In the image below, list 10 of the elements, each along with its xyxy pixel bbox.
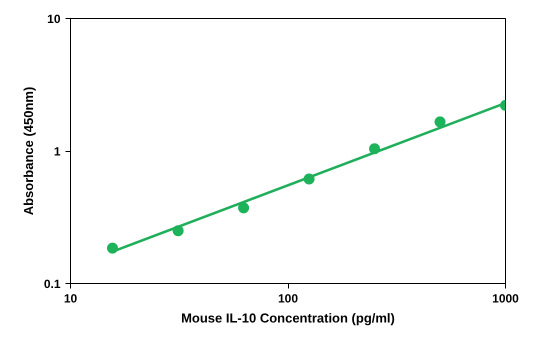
- point: [238, 202, 250, 214]
- x-tick-label: 10: [64, 292, 78, 306]
- x-axis-title: Mouse IL-10 Concentration (pg/ml): [181, 310, 395, 326]
- y-tick-label: 10: [47, 12, 61, 26]
- point: [434, 116, 446, 128]
- y-tick-label: 1: [54, 144, 61, 158]
- x-tick-label: 100: [278, 292, 298, 306]
- y-axis-title: Absorbance (450nm): [20, 86, 36, 216]
- y-tick-label: 0.1: [44, 277, 61, 291]
- x-tick-label: 1000: [492, 292, 520, 306]
